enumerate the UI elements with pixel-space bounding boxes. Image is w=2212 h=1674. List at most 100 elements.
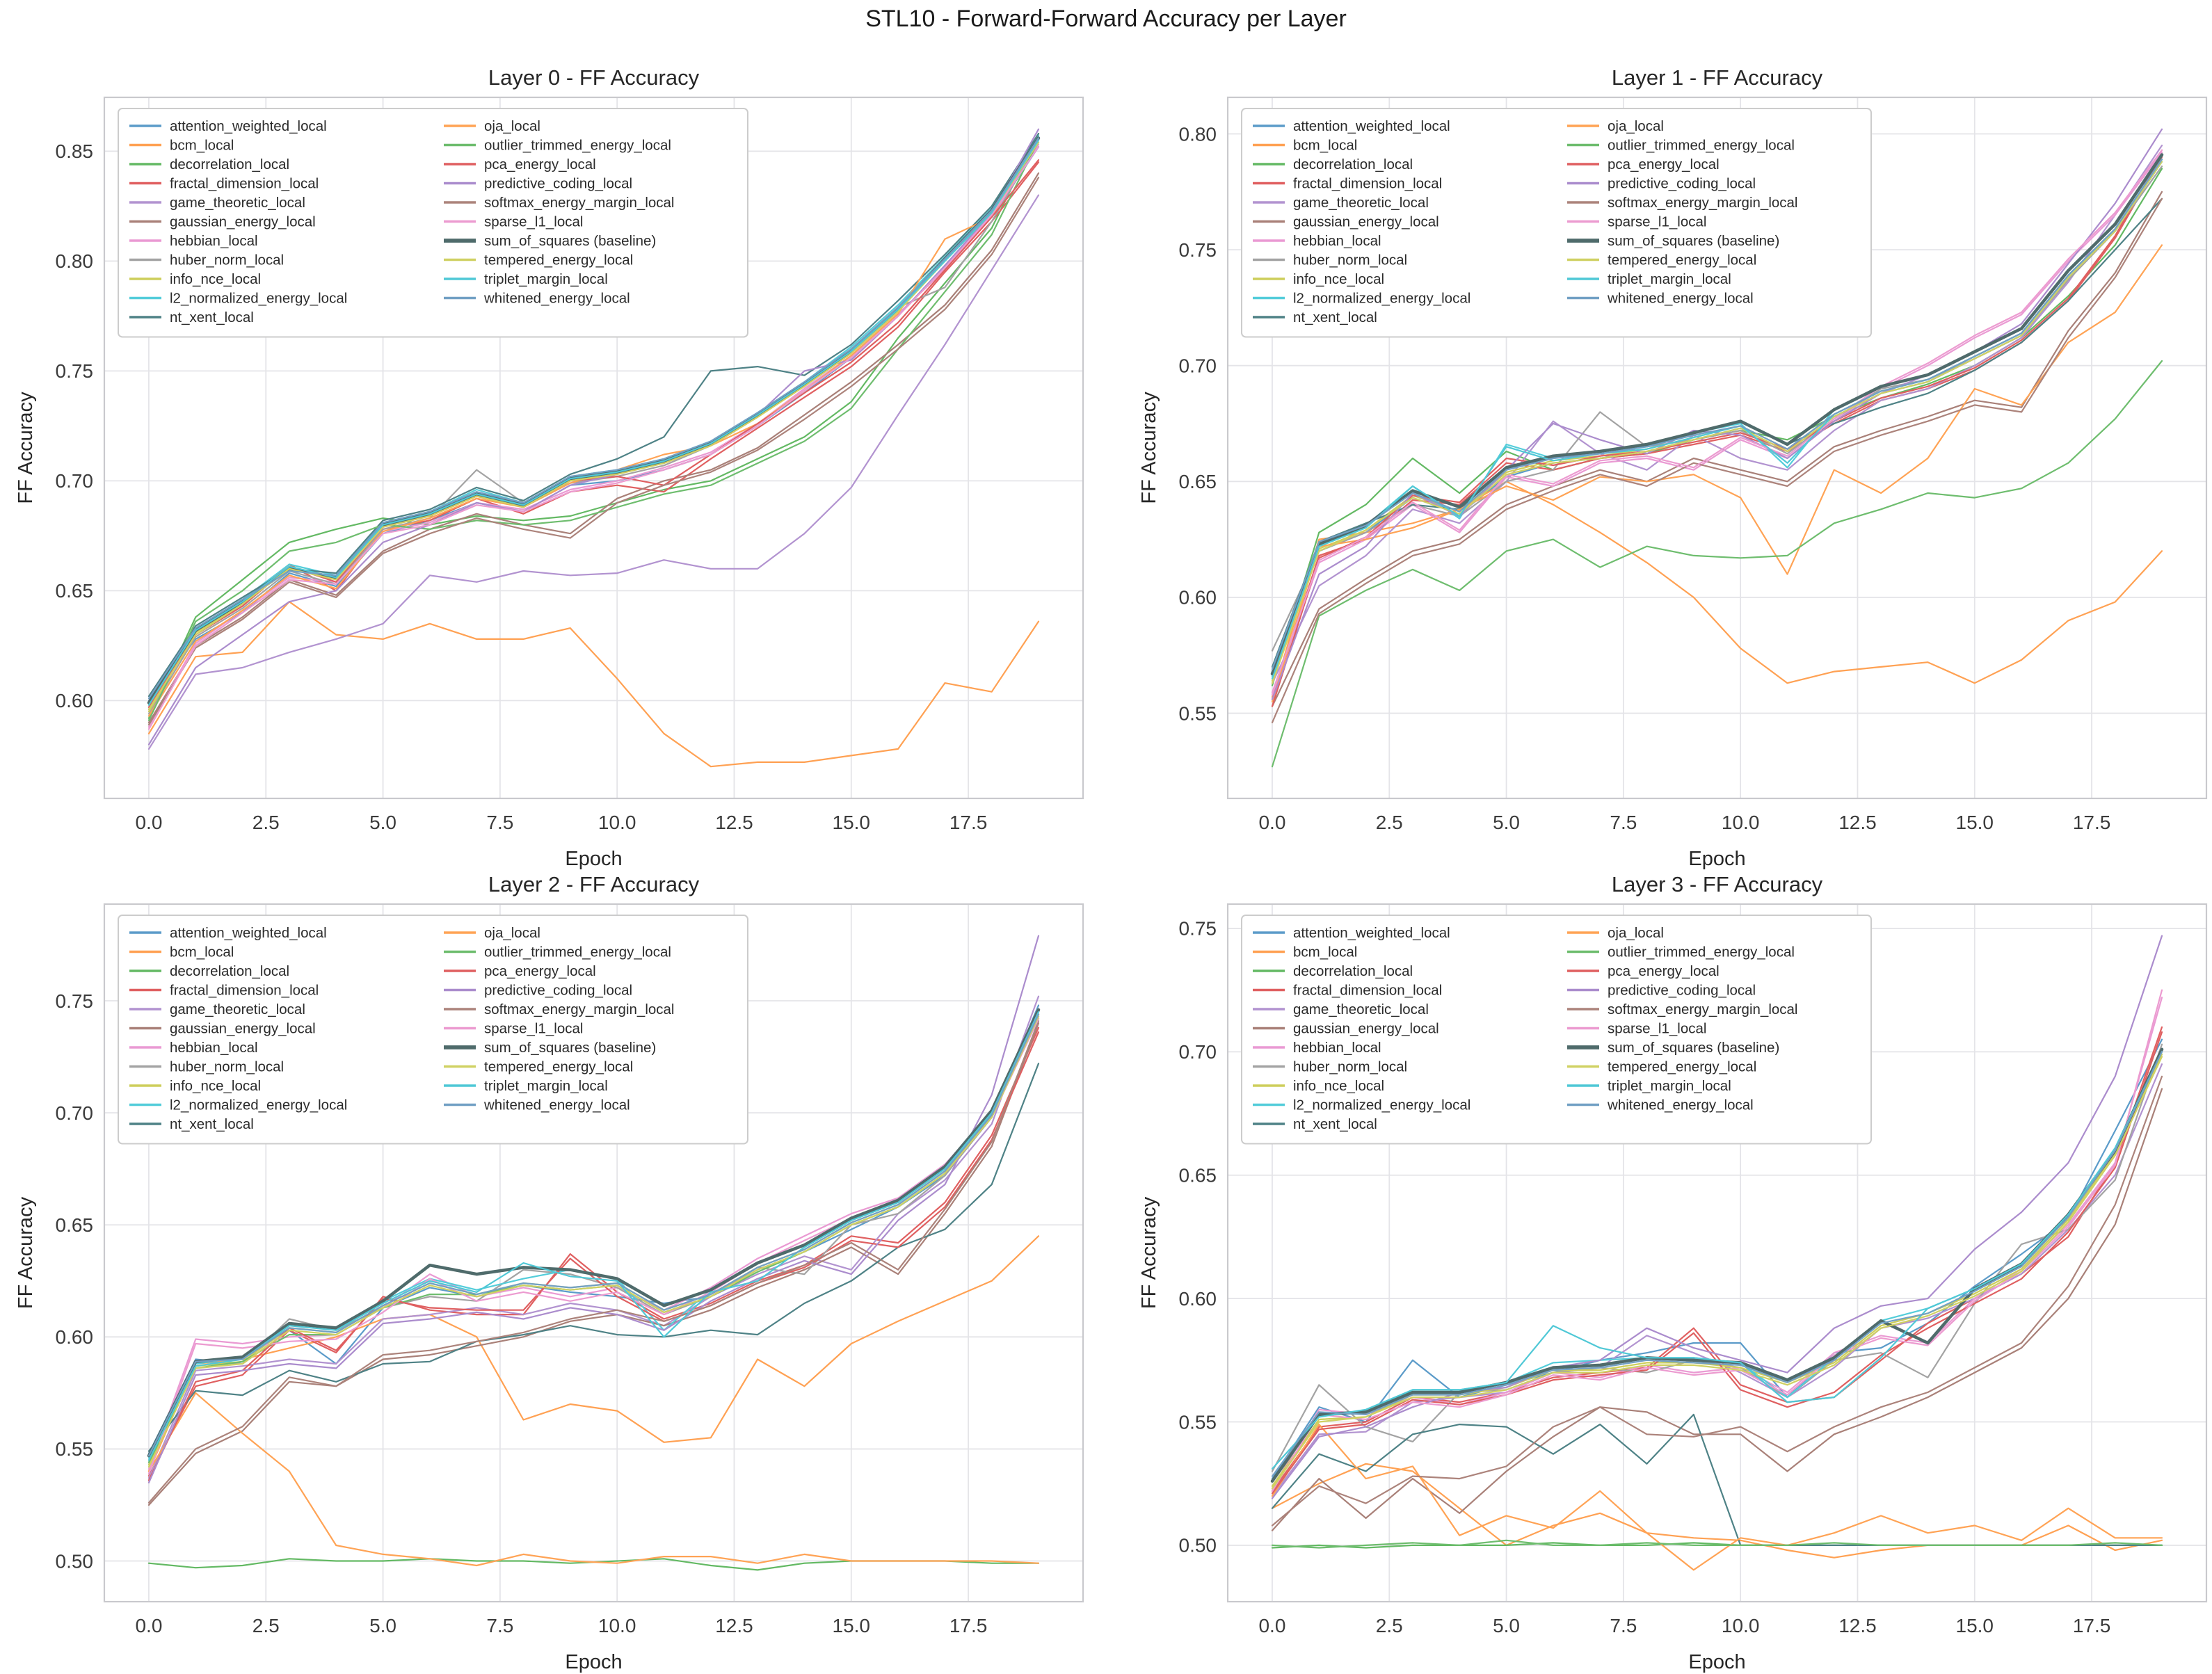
x-tick-label: 2.5 (1376, 1615, 1403, 1636)
legend-item-sum_of_squares (baseline): sum_of_squares (baseline) (444, 233, 656, 249)
legend-item-info_nce_local: info_nce_local (1253, 1078, 1384, 1094)
legend-label: bcm_local (170, 944, 234, 960)
series-line-sum_of_squares (baseline) (147, 1008, 1041, 1458)
legend-label: info_nce_local (1293, 271, 1384, 287)
legend: attention_weighted_local bcm_localdecorre… (1241, 915, 1872, 1145)
legend-label: predictive_coding_local (1608, 176, 1756, 192)
legend-item-decorrelation_local: decorrelation_local (1253, 963, 1413, 979)
x-tick-label: 0.0 (135, 1615, 162, 1636)
legend-item-softmax_energy_margin_local: softmax_energy_margin_local (444, 1001, 674, 1017)
legend-label: sparse_l1_local (484, 1021, 583, 1037)
legend-label: outlier_trimmed_energy_local (484, 944, 671, 960)
legend-item-huber_norm_local: huber_norm_local (1253, 252, 1407, 268)
legend-item-fractal_dimension_local: fractal_dimension_local (129, 176, 319, 192)
series-line-decorrelation_local (147, 133, 1040, 719)
legend-label: pca_energy_local (1608, 156, 1720, 172)
legend-label: softmax_energy_margin_local (1608, 1001, 1797, 1017)
legend-item-huber_norm_local: huber_norm_local (129, 1059, 284, 1075)
x-axis-label: Epoch (565, 848, 622, 870)
legend-label: info_nce_local (170, 1078, 261, 1094)
legend-item-outlier_trimmed_energy_local: outlier_trimmed_energy_local (1567, 138, 1795, 154)
legend-label: attention_weighted_local (1293, 925, 1450, 941)
legend-item-sparse_l1_local: sparse_l1_local (1567, 214, 1706, 230)
y-tick-label: 0.50 (56, 1550, 94, 1572)
legend-label: nt_xent_local (1293, 1116, 1377, 1132)
x-tick-label: 17.5 (949, 812, 988, 833)
legend-item-oja_local: oja_local (1567, 118, 1664, 134)
series-line-bcm_local (147, 1235, 1040, 1472)
y-tick-label: 0.60 (1179, 587, 1217, 609)
legend: attention_weighted_local bcm_localdecorre… (1241, 108, 1872, 338)
series-line-game_theoretic_local (147, 995, 1040, 1479)
legend-label: bcm_local (170, 138, 234, 154)
legend-item-sum_of_squares (baseline): sum_of_squares (baseline) (1567, 1040, 1779, 1056)
legend-label: pca_energy_local (484, 963, 596, 979)
y-tick-label: 0.60 (1179, 1288, 1217, 1310)
legend-label: game_theoretic_local (1293, 195, 1429, 211)
legend-label: tempered_energy_local (484, 252, 633, 268)
legend-label: bcm_local (1293, 138, 1357, 154)
y-axis-label: FF Accuracy (1138, 392, 1160, 504)
legend-label: l2_normalized_energy_local (170, 1097, 347, 1113)
legend-label: fractal_dimension_local (170, 983, 319, 999)
legend-label: tempered_energy_local (1608, 1059, 1756, 1075)
legend-label: game_theoretic_local (170, 195, 305, 211)
x-tick-label: 7.5 (1610, 1615, 1637, 1636)
legend-label: info_nce_local (170, 271, 261, 287)
series-line-oja_local (1271, 1424, 2163, 1571)
legend-item-huber_norm_local: huber_norm_local (129, 252, 284, 268)
legend-item-oja_local: oja_local (1567, 925, 1664, 941)
legend-label: nt_xent_local (170, 309, 254, 325)
y-tick-label: 0.50 (1179, 1535, 1217, 1556)
legend-item-attention_weighted_local: attention_weighted_local (1253, 118, 1450, 134)
series-line-triplet_margin_local (1271, 1051, 2163, 1470)
y-tick-label: 0.70 (56, 470, 94, 492)
y-tick-label: 0.75 (56, 990, 94, 1012)
legend-item-attention_weighted_local: attention_weighted_local (129, 118, 327, 134)
y-tick-label: 0.65 (56, 1214, 94, 1236)
panel-title: Layer 1 - FF Accuracy (1612, 65, 1823, 90)
legend-item-fractal_dimension_local: fractal_dimension_local (129, 983, 319, 999)
y-tick-label: 0.65 (56, 580, 94, 602)
x-tick-label: 7.5 (486, 812, 513, 833)
legend-item-bcm_local: bcm_local (1253, 138, 1357, 154)
legend-item-outlier_trimmed_energy_local: outlier_trimmed_energy_local (444, 138, 671, 154)
legend-item-hebbian_local: hebbian_local (129, 1040, 258, 1056)
legend-item-nt_xent_local: nt_xent_local (1253, 309, 1377, 325)
legend-item-info_nce_local: info_nce_local (129, 271, 261, 287)
legend-label: triplet_margin_local (1608, 271, 1731, 287)
series-line-hebbian_local (147, 1013, 1040, 1470)
x-tick-label: 15.0 (1956, 1615, 1994, 1636)
series-line-gaussian_energy_local (1271, 1088, 2163, 1531)
legend-label: whitened_energy_local (483, 1097, 630, 1113)
legend-label: triplet_margin_local (484, 271, 608, 287)
legend-item-bcm_local: bcm_local (129, 944, 234, 960)
y-tick-label: 0.75 (1179, 239, 1217, 261)
legend-label: huber_norm_local (170, 252, 284, 268)
panel-title: Layer 0 - FF Accuracy (488, 65, 700, 90)
x-tick-label: 17.5 (2073, 1615, 2111, 1636)
legend-label: triplet_margin_local (1608, 1078, 1731, 1094)
series-line-hebbian_local (1271, 152, 2163, 696)
legend-item-oja_local: oja_local (444, 118, 540, 134)
figure-title: STL10 - Forward-Forward Accuracy per Lay… (865, 6, 1347, 32)
legend-label: oja_local (484, 925, 540, 941)
series-line-huber_norm_local (147, 1015, 1040, 1463)
legend-label: attention_weighted_local (170, 118, 327, 134)
legend-label: bcm_local (1293, 944, 1357, 960)
legend-item-softmax_energy_margin_local: softmax_energy_margin_local (444, 195, 674, 211)
legend-item-predictive_coding_local: predictive_coding_local (1567, 983, 1756, 999)
legend-label: fractal_dimension_local (170, 176, 319, 192)
legend-item-game_theoretic_local: game_theoretic_local (1253, 195, 1429, 211)
y-tick-label: 0.55 (1179, 702, 1217, 724)
legend-item-predictive_coding_local: predictive_coding_local (1567, 176, 1756, 192)
legend-item-decorrelation_local: decorrelation_local (129, 963, 289, 979)
legend-box (1241, 915, 1872, 1145)
legend-item-sparse_l1_local: sparse_l1_local (1567, 1021, 1706, 1037)
x-tick-label: 15.0 (833, 812, 871, 833)
legend-item-triplet_margin_local: triplet_margin_local (1567, 1078, 1731, 1094)
series-line-tempered_energy_local (1271, 1056, 2163, 1490)
x-tick-label: 10.0 (1722, 812, 1760, 833)
panel-layer-1: 0.55 0.60 0.65 0.70 0.75 0.80 0.0 2.5 5.0 7.5 10.0… (1138, 65, 2208, 870)
